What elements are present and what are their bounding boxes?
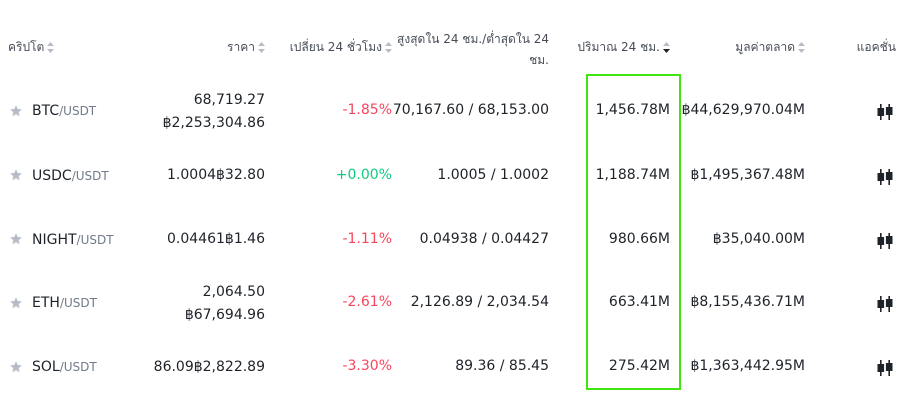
table-row[interactable]: BTC/USDT 68,719.27 ฿2,253,304.86 -1.85% …: [0, 80, 910, 144]
market-cap: ฿44,629,970.04M: [681, 102, 805, 118]
header-actions-label: แอคชั่น: [856, 40, 896, 54]
high-low-24h: 70,167.60 / 68,153.00: [392, 102, 549, 118]
star-icon[interactable]: [9, 360, 23, 374]
table-row[interactable]: ETH/USDT 2,064.50 ฿67,694.96 -2.61% 2,12…: [0, 272, 910, 336]
change-24h: +0.00%: [335, 167, 392, 183]
market-cap: ฿8,155,436.71M: [690, 294, 805, 310]
price-thb: ฿67,694.96: [184, 307, 265, 323]
change-24h: -2.61%: [342, 294, 392, 310]
table-row[interactable]: NIGHT/USDT 0.04461฿1.46 -1.11% 0.04938 /…: [0, 208, 910, 272]
trade-candlestick-icon[interactable]: [876, 169, 894, 185]
header-volume[interactable]: ปริมาณ 24 ชม.: [577, 38, 670, 57]
price: 68,719.27 ฿2,253,304.86: [163, 89, 265, 135]
header-actions: แอคชั่น: [857, 38, 896, 57]
star-icon[interactable]: [9, 104, 23, 118]
volume-24h: 980.66M: [608, 231, 670, 247]
header-change[interactable]: เปลี่ยน 24 ชั่วโมง: [290, 38, 392, 57]
sort-arrows-icon: [258, 42, 265, 53]
high-low-24h: 0.04938 / 0.04427: [419, 231, 549, 247]
price-usd: 0.04461฿1.46: [167, 231, 265, 247]
trade-candlestick-icon[interactable]: [876, 233, 894, 249]
sort-arrows-icon: [385, 42, 392, 53]
high-low-24h: 1.0005 / 1.0002: [437, 167, 549, 183]
trade-candlestick-icon[interactable]: [876, 360, 894, 376]
price-usd: 68,719.27: [193, 92, 265, 108]
volume-24h: 663.41M: [608, 294, 670, 310]
pair-base: USDC: [32, 168, 72, 184]
market-cap: ฿1,495,367.48M: [690, 167, 805, 183]
table-row[interactable]: USDC/USDT 1.0004฿32.80 +0.00% 1.0005 / 1…: [0, 144, 910, 208]
trading-pair[interactable]: USDC/USDT: [32, 168, 109, 184]
high-low-24h: 2,126.89 / 2,034.54: [410, 294, 549, 310]
header-change-label: เปลี่ยน 24 ชั่วโมง: [289, 40, 382, 54]
pair-quote: /USDT: [76, 233, 114, 247]
header-price-label: ราคา: [227, 40, 255, 54]
star-icon[interactable]: [9, 168, 23, 182]
pair-quote: /USDT: [71, 169, 109, 183]
volume-24h: 1,188.74M: [595, 167, 670, 183]
pair-base: ETH: [32, 295, 60, 311]
header-price[interactable]: ราคา: [227, 38, 265, 57]
volume-24h: 275.42M: [608, 358, 670, 374]
trade-candlestick-icon[interactable]: [876, 296, 894, 312]
price: 86.09฿2,822.89: [154, 356, 265, 379]
header-crypto-label: คริปโต: [8, 40, 45, 54]
header-highlow: สูงสุดใน 24 ชม./ต่ำสุดใน 24 ชม.: [397, 30, 549, 70]
price-usd: 86.09฿2,822.89: [153, 359, 265, 375]
header-highlow-line2: ชม.: [529, 53, 549, 67]
sort-arrows-icon: [663, 42, 670, 53]
pair-quote: /USDT: [59, 104, 97, 118]
price-usd: 2,064.50: [202, 284, 265, 300]
header-marketcap[interactable]: มูลค่าตลาด: [735, 38, 805, 57]
change-24h: -3.30%: [342, 358, 392, 374]
price: 2,064.50 ฿67,694.96: [185, 281, 265, 327]
change-24h: -1.11%: [342, 231, 392, 247]
pair-quote: /USDT: [59, 360, 97, 374]
high-low-24h: 89.36 / 85.45: [455, 358, 549, 374]
star-icon[interactable]: [9, 296, 23, 310]
table-header: คริปโต ราคา เปลี่ยน 24 ชั่วโมง สูงสุดใน …: [0, 0, 910, 72]
pair-base: BTC: [32, 103, 60, 119]
price: 1.0004฿32.80: [167, 164, 265, 187]
table-row[interactable]: SOL/USDT 86.09฿2,822.89 -3.30% 89.36 / 8…: [0, 336, 910, 400]
trading-pair[interactable]: BTC/USDT: [32, 103, 96, 119]
star-icon[interactable]: [9, 232, 23, 246]
trading-pair[interactable]: NIGHT/USDT: [32, 232, 114, 248]
header-marketcap-label: มูลค่าตลาด: [735, 40, 795, 54]
sort-arrows-icon: [798, 42, 805, 53]
price-usd: 1.0004฿32.80: [167, 167, 265, 183]
volume-24h: 1,456.78M: [595, 102, 670, 118]
market-cap: ฿35,040.00M: [712, 231, 805, 247]
header-crypto[interactable]: คริปโต: [8, 38, 55, 57]
trading-pair[interactable]: SOL/USDT: [32, 359, 97, 375]
market-cap: ฿1,363,442.95M: [690, 358, 805, 374]
trading-pair[interactable]: ETH/USDT: [32, 295, 97, 311]
change-24h: -1.85%: [342, 102, 392, 118]
header-volume-label: ปริมาณ 24 ชม.: [577, 40, 660, 54]
price: 0.04461฿1.46: [167, 228, 265, 251]
pair-quote: /USDT: [59, 296, 97, 310]
pair-base: SOL: [32, 359, 60, 375]
trade-candlestick-icon[interactable]: [876, 104, 894, 120]
pair-base: NIGHT: [32, 232, 77, 248]
sort-arrows-icon: [47, 42, 55, 53]
header-highlow-line1: สูงสุดใน 24 ชม./ต่ำสุดใน 24: [397, 32, 549, 46]
price-thb: ฿2,253,304.86: [162, 115, 265, 131]
